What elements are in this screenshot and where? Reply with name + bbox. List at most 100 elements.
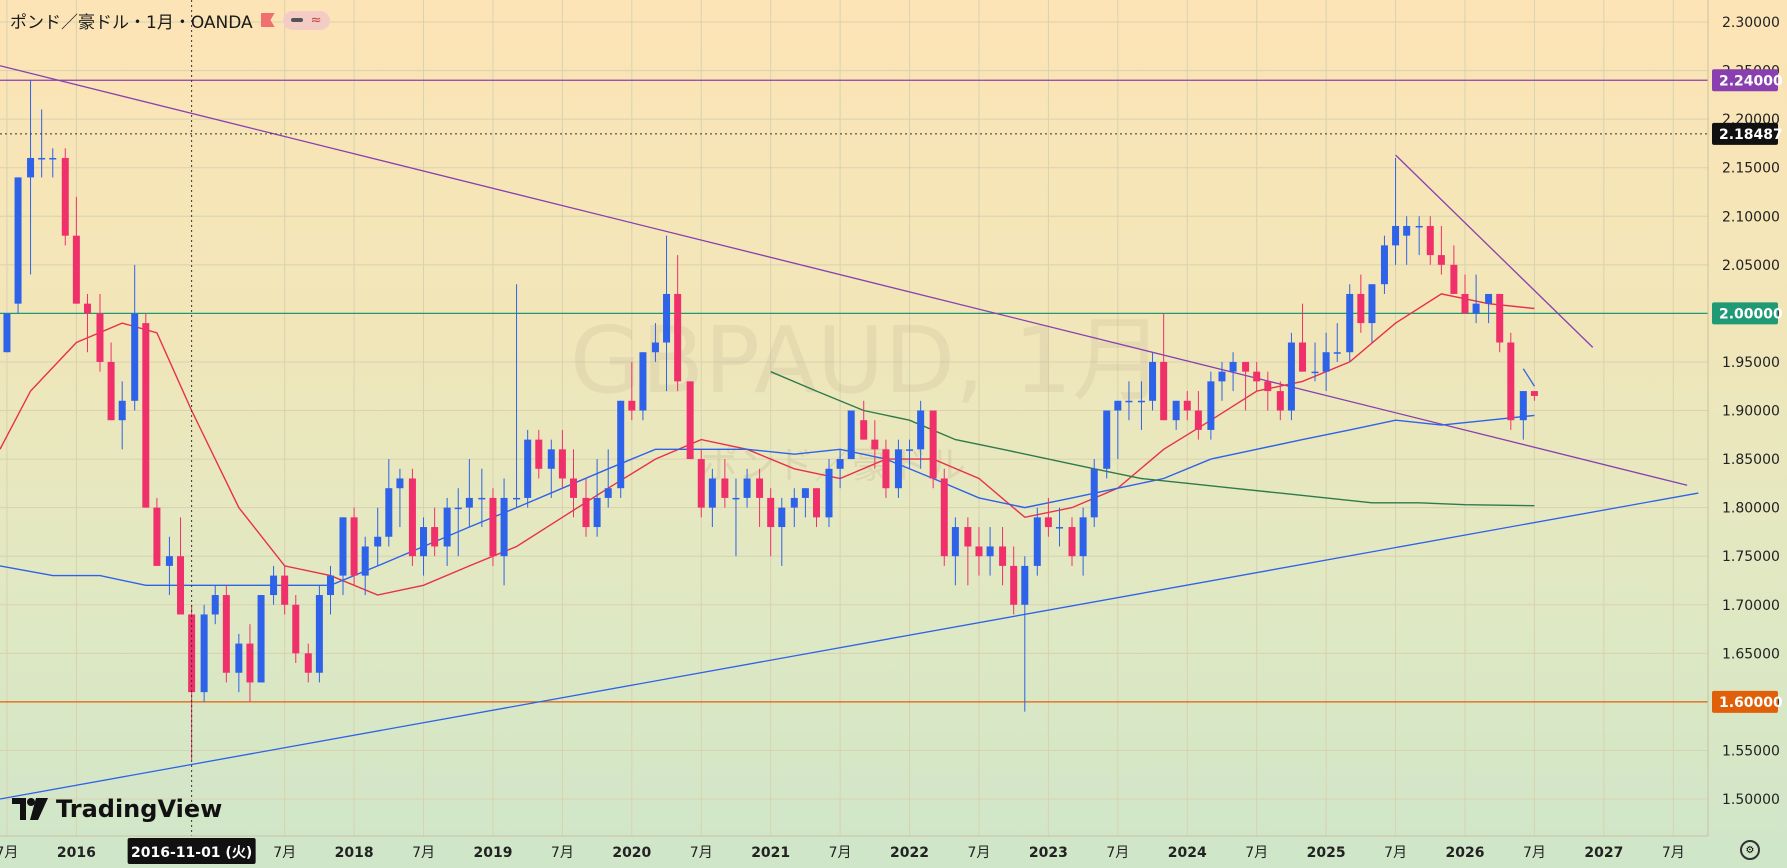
trend-line[interactable]	[1395, 154, 1594, 348]
candle[interactable]	[999, 527, 1007, 586]
candle[interactable]	[153, 497, 161, 566]
candle[interactable]	[582, 478, 590, 537]
candle[interactable]	[860, 400, 868, 440]
candle[interactable]	[721, 459, 729, 508]
candle[interactable]	[790, 488, 798, 528]
candle[interactable]	[1380, 235, 1388, 294]
candle[interactable]	[674, 255, 682, 392]
candle[interactable]	[443, 497, 451, 566]
candle[interactable]	[281, 565, 289, 615]
candle[interactable]	[49, 148, 57, 178]
candle[interactable]	[1403, 216, 1411, 265]
candle[interactable]	[628, 361, 636, 421]
candle[interactable]	[1357, 274, 1365, 333]
candle[interactable]	[825, 459, 833, 528]
candle[interactable]	[1530, 391, 1538, 401]
candle[interactable]	[96, 293, 104, 372]
symbol-title[interactable]: ポンド／豪ドル・1月・OANDA	[10, 12, 253, 33]
candle[interactable]	[708, 468, 716, 528]
candle[interactable]	[1194, 391, 1202, 440]
candle[interactable]	[246, 624, 254, 702]
candle[interactable]	[339, 517, 347, 596]
candle[interactable]	[72, 196, 80, 304]
candle[interactable]	[906, 439, 914, 469]
candle[interactable]	[836, 449, 844, 489]
candle[interactable]	[61, 148, 69, 246]
candle[interactable]	[686, 381, 694, 460]
candle[interactable]	[304, 643, 312, 683]
candle[interactable]	[1392, 157, 1400, 265]
candle[interactable]	[1311, 342, 1319, 382]
candle[interactable]	[131, 264, 139, 411]
candle[interactable]	[639, 352, 647, 421]
candle[interactable]	[489, 488, 497, 566]
candle[interactable]	[1172, 400, 1180, 430]
candle[interactable]	[767, 488, 775, 557]
settings-gear-icon[interactable]: ⚙	[1740, 840, 1760, 860]
candle[interactable]	[847, 410, 855, 460]
trend-line[interactable]	[0, 65, 1688, 486]
candle[interactable]	[1114, 400, 1122, 460]
candle[interactable]	[396, 468, 404, 528]
candle[interactable]	[1485, 293, 1493, 324]
candle[interactable]	[1183, 391, 1191, 421]
candle[interactable]	[1461, 274, 1469, 314]
candle[interactable]	[1033, 507, 1041, 576]
candle[interactable]	[142, 313, 150, 508]
candle[interactable]	[1160, 313, 1168, 421]
candle[interactable]	[547, 439, 555, 498]
candle[interactable]	[917, 400, 925, 469]
candle[interactable]	[1437, 225, 1445, 275]
candle[interactable]	[454, 488, 462, 557]
candle[interactable]	[964, 517, 972, 586]
trend-line[interactable]	[1522, 368, 1535, 387]
flag-icon[interactable]	[260, 13, 275, 27]
candle[interactable]	[200, 604, 208, 702]
candle[interactable]	[177, 517, 185, 615]
candle[interactable]	[951, 517, 959, 586]
candle[interactable]	[361, 536, 369, 596]
candle[interactable]	[1229, 352, 1237, 392]
candle[interactable]	[1472, 274, 1480, 324]
candle[interactable]	[1137, 381, 1145, 430]
candle[interactable]	[1125, 381, 1133, 421]
candle[interactable]	[465, 459, 473, 528]
candle[interactable]	[1010, 546, 1018, 615]
candle[interactable]	[107, 342, 115, 421]
candle[interactable]	[1333, 323, 1341, 362]
candle[interactable]	[558, 429, 566, 489]
candle[interactable]	[38, 109, 46, 178]
candle[interactable]	[1253, 361, 1261, 392]
candle[interactable]	[651, 323, 659, 362]
candle[interactable]	[1450, 245, 1458, 294]
candle[interactable]	[604, 449, 612, 508]
candle[interactable]	[257, 595, 265, 683]
candle[interactable]	[732, 478, 740, 557]
candle[interactable]	[1368, 284, 1376, 343]
candle[interactable]	[894, 439, 902, 498]
trend-line[interactable]	[0, 492, 1699, 800]
candle[interactable]	[3, 313, 11, 353]
candle[interactable]	[743, 468, 751, 508]
candle[interactable]	[929, 410, 937, 489]
candle[interactable]	[270, 565, 278, 605]
candle[interactable]	[500, 478, 508, 586]
candle[interactable]	[778, 497, 786, 566]
candle[interactable]	[478, 468, 486, 528]
candle[interactable]	[513, 284, 521, 508]
candle[interactable]	[1299, 303, 1307, 372]
candle[interactable]	[1322, 332, 1330, 392]
candle[interactable]	[1242, 361, 1250, 411]
candle[interactable]	[1496, 293, 1504, 353]
candle[interactable]	[756, 468, 764, 528]
tradingview-logo[interactable]: TradingView	[12, 795, 222, 823]
candle[interactable]	[1044, 497, 1052, 537]
candle[interactable]	[385, 459, 393, 547]
candle[interactable]	[569, 449, 577, 518]
candle[interactable]	[524, 429, 532, 508]
candle[interactable]	[617, 400, 625, 498]
candle[interactable]	[975, 527, 983, 576]
candle[interactable]	[535, 429, 543, 479]
candle[interactable]	[118, 381, 126, 450]
